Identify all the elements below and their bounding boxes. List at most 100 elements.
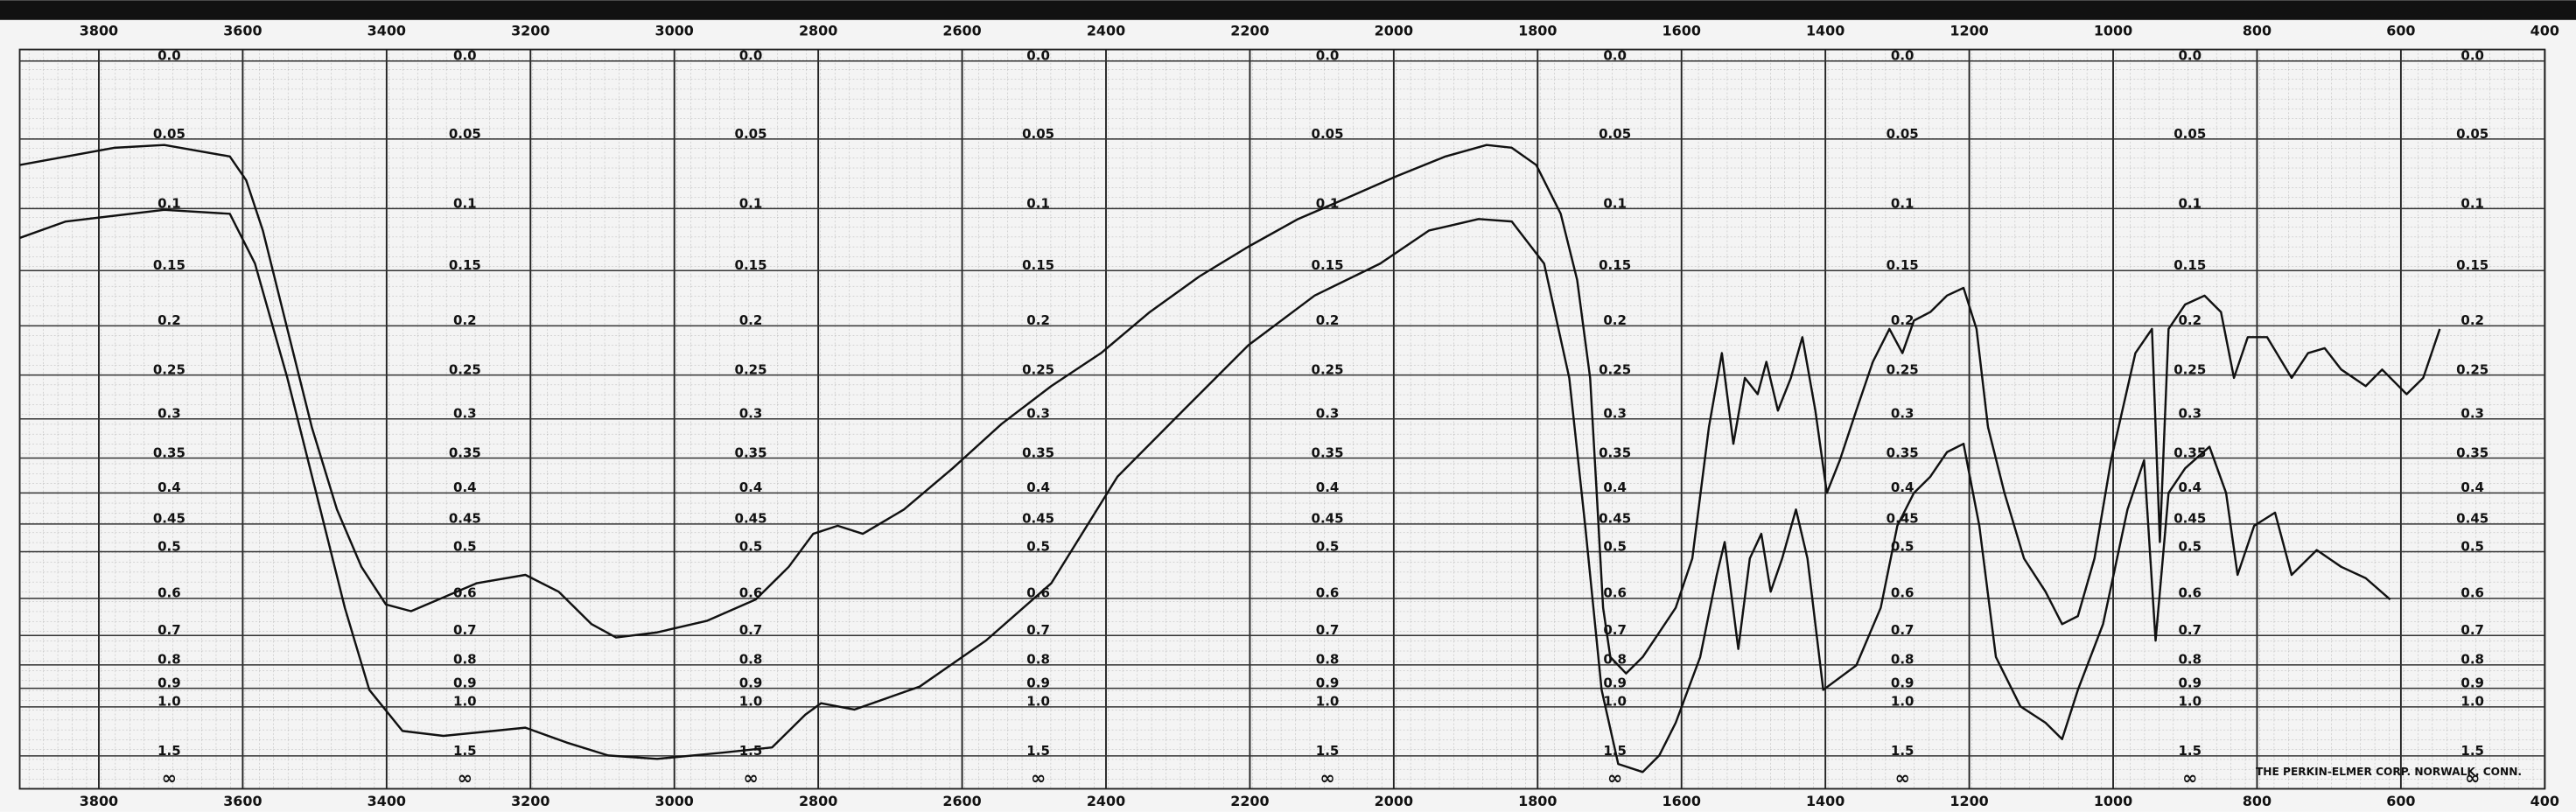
y-tick-label: 0.05 <box>153 126 186 142</box>
y-tick-label: 0.3 <box>1316 406 1340 422</box>
y-tick-label: 1.5 <box>453 743 477 759</box>
y-tick-label: 0.9 <box>739 675 763 690</box>
x-tick-label-top: 1600 <box>1662 22 1701 38</box>
y-tick-label: 0.8 <box>739 652 763 668</box>
infinity-label: ∞ <box>458 767 472 788</box>
y-tick-label: 0.7 <box>1891 622 1914 638</box>
y-tick-label: 0.6 <box>158 585 181 601</box>
y-tick-label: 0.5 <box>1316 538 1340 554</box>
y-tick-label: 0.0 <box>1026 48 1050 64</box>
x-tick-label-bottom: 2400 <box>1087 793 1125 809</box>
y-tick-label: 0.1 <box>1316 195 1340 211</box>
y-tick-label: 0.05 <box>2174 126 2206 142</box>
y-tick-label: 0.6 <box>1603 585 1627 601</box>
y-tick-label: 1.0 <box>158 694 181 710</box>
infinity-label: ∞ <box>162 767 177 788</box>
x-tick-label-top: 400 <box>2530 22 2559 38</box>
y-tick-label: 0.5 <box>1026 538 1050 554</box>
y-tick-label: 0.15 <box>2174 257 2206 273</box>
infinity-label: ∞ <box>1320 767 1334 788</box>
y-tick-label: 0.05 <box>1022 126 1054 142</box>
x-tick-label-bottom: 1400 <box>1806 793 1844 809</box>
y-tick-label: 0.9 <box>2178 675 2202 690</box>
y-tick-label: 0.0 <box>1891 48 1914 64</box>
y-tick-label: 0.25 <box>2456 362 2488 378</box>
x-tick-label-top: 2200 <box>1230 22 1269 38</box>
y-tick-label: 0.0 <box>1603 48 1627 64</box>
y-tick-label: 1.5 <box>1026 743 1050 759</box>
x-tick-label-top: 3000 <box>655 22 694 38</box>
y-tick-label: 0.9 <box>2460 675 2484 690</box>
y-tick-label: 0.45 <box>2456 511 2488 527</box>
y-tick-label: 0.35 <box>2456 444 2488 460</box>
x-tick-label-top: 2600 <box>942 22 981 38</box>
y-tick-label: 0.4 <box>1026 480 1050 495</box>
y-tick-label: 0.4 <box>453 480 477 495</box>
y-tick-label: 0.1 <box>158 195 181 211</box>
y-tick-label: 0.3 <box>739 406 763 422</box>
y-tick-label: 0.2 <box>739 312 763 328</box>
y-tick-label: 0.9 <box>158 675 181 690</box>
y-tick-label: 0.2 <box>2460 312 2484 328</box>
y-tick-label: 0.45 <box>2174 511 2206 527</box>
y-tick-label: 0.1 <box>453 195 477 211</box>
y-tick-label: 0.3 <box>453 406 477 422</box>
y-tick-label: 0.05 <box>1599 126 1631 142</box>
y-tick-label: 0.05 <box>1312 126 1344 142</box>
curves <box>19 144 2441 774</box>
y-tick-label: 1.0 <box>453 694 477 710</box>
y-tick-label: 0.05 <box>735 126 767 142</box>
y-tick-label: 0.7 <box>1603 622 1627 638</box>
y-tick-label: 0.45 <box>1886 511 1919 527</box>
y-tick-label: 0.05 <box>1886 126 1919 142</box>
y-tick-label: 0.8 <box>1891 652 1914 668</box>
y-tick-label: 0.25 <box>1022 362 1054 378</box>
top-band <box>0 0 2576 20</box>
y-tick-label: 0.5 <box>453 538 477 554</box>
y-tick-label: 0.15 <box>1312 257 1344 273</box>
y-tick-label: 0.5 <box>1891 538 1914 554</box>
y-tick-label: 0.5 <box>2460 538 2484 554</box>
y-tick-label: 0.6 <box>1891 585 1914 601</box>
y-tick-label: 0.35 <box>449 444 481 460</box>
y-tick-label: 0.05 <box>449 126 481 142</box>
infinity-label: ∞ <box>743 767 758 788</box>
y-tick-label: 0.7 <box>1316 622 1340 638</box>
x-tick-label-bottom: 1800 <box>1518 793 1557 809</box>
x-tick-label-top: 2800 <box>799 22 837 38</box>
y-tick-label: 0.2 <box>1603 312 1627 328</box>
x-tick-label-top: 1800 <box>1518 22 1557 38</box>
y-tick-label: 0.0 <box>2178 48 2202 64</box>
y-tick-label: 0.15 <box>153 257 186 273</box>
x-tick-label-bottom: 3200 <box>511 793 550 809</box>
y-tick-label: 0.1 <box>2460 195 2484 211</box>
x-tick-label-top: 800 <box>2243 22 2272 38</box>
y-tick-label: 0.35 <box>1886 444 1919 460</box>
y-tick-label: 0.9 <box>453 675 477 690</box>
y-tick-label: 0.3 <box>158 406 181 422</box>
y-tick-label: 0.45 <box>153 511 186 527</box>
y-tick-label: 0.25 <box>449 362 481 378</box>
y-tick-label: 0.4 <box>2178 480 2202 495</box>
y-tick-label: 0.3 <box>2178 406 2202 422</box>
y-tick-label: 1.5 <box>1316 743 1340 759</box>
y-tick-label: 0.35 <box>153 444 186 460</box>
y-tick-label: 0.1 <box>1603 195 1627 211</box>
x-tick-label-bottom: 2000 <box>1375 793 1413 809</box>
y-tick-label: 0.0 <box>2460 48 2484 64</box>
y-tick-label: 0.25 <box>2174 362 2206 378</box>
x-tick-label-top: 2000 <box>1375 22 1413 38</box>
y-tick-label: 0.3 <box>1603 406 1627 422</box>
x-tick-label-bottom: 3600 <box>223 793 262 809</box>
infinity-label: ∞ <box>2182 767 2197 788</box>
y-tick-label: 0.8 <box>1603 652 1627 668</box>
y-tick-label: 0.15 <box>2456 257 2488 273</box>
y-tick-label: 0.7 <box>453 622 477 638</box>
y-tick-label: 0.5 <box>739 538 763 554</box>
x-tick-label-bottom: 2800 <box>799 793 837 809</box>
x-tick-label-top: 1000 <box>2094 22 2132 38</box>
y-tick-label: 0.2 <box>453 312 477 328</box>
y-tick-label: 0.6 <box>453 585 477 601</box>
x-tick-label-top: 3400 <box>368 22 406 38</box>
y-tick-label: 0.4 <box>1316 480 1340 495</box>
